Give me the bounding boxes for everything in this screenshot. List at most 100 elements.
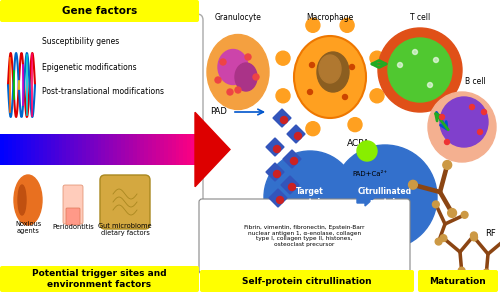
Bar xyxy=(90,134,94,165)
Bar xyxy=(24,134,28,165)
Circle shape xyxy=(440,114,444,119)
Bar xyxy=(16,134,20,165)
Ellipse shape xyxy=(276,51,290,65)
Circle shape xyxy=(482,110,486,114)
Bar xyxy=(98,134,102,165)
Text: Fibrin, vimentin, fibronectin, Epstein-Barr
nuclear antigen 1, α-enolase, collag: Fibrin, vimentin, fibronectin, Epstein-B… xyxy=(244,225,365,247)
Text: Gene factors: Gene factors xyxy=(62,6,137,16)
FancyBboxPatch shape xyxy=(0,157,203,273)
FancyArrow shape xyxy=(357,188,375,206)
Circle shape xyxy=(435,238,442,245)
Bar xyxy=(168,134,172,165)
Circle shape xyxy=(470,234,478,241)
Bar xyxy=(102,134,106,165)
Polygon shape xyxy=(281,176,299,194)
Ellipse shape xyxy=(370,51,384,65)
Ellipse shape xyxy=(319,55,341,83)
Bar xyxy=(164,134,168,165)
Text: Potential trigger sites and
environment factors: Potential trigger sites and environment … xyxy=(32,269,167,289)
FancyBboxPatch shape xyxy=(0,266,199,292)
Polygon shape xyxy=(283,150,301,168)
Ellipse shape xyxy=(14,175,42,225)
Bar xyxy=(152,134,156,165)
Circle shape xyxy=(357,141,377,161)
Circle shape xyxy=(350,65,354,69)
Circle shape xyxy=(432,201,440,208)
Circle shape xyxy=(276,197,283,204)
Ellipse shape xyxy=(428,92,496,162)
FancyBboxPatch shape xyxy=(0,0,199,22)
Bar xyxy=(109,134,114,165)
Text: PAD: PAD xyxy=(210,107,227,117)
Text: Macrophage: Macrophage xyxy=(306,13,354,22)
Bar xyxy=(160,134,164,165)
FancyBboxPatch shape xyxy=(66,208,80,225)
Circle shape xyxy=(308,90,312,95)
Circle shape xyxy=(310,62,314,67)
Circle shape xyxy=(388,38,452,102)
Bar xyxy=(132,134,137,165)
Ellipse shape xyxy=(295,37,365,117)
Text: ACPA: ACPA xyxy=(346,140,370,149)
Circle shape xyxy=(461,211,468,218)
Circle shape xyxy=(443,161,452,169)
Text: Noxious
agents: Noxious agents xyxy=(15,220,41,234)
Circle shape xyxy=(428,83,432,88)
Ellipse shape xyxy=(370,89,384,103)
Bar xyxy=(20,134,24,165)
Bar xyxy=(140,134,145,165)
Bar xyxy=(187,134,192,165)
Circle shape xyxy=(235,87,241,93)
Bar xyxy=(172,134,176,165)
Circle shape xyxy=(215,77,221,83)
FancyBboxPatch shape xyxy=(100,175,150,229)
Ellipse shape xyxy=(317,52,349,92)
Ellipse shape xyxy=(218,50,248,84)
Text: PAD+Ca²⁺: PAD+Ca²⁺ xyxy=(352,171,388,177)
Bar xyxy=(39,134,44,165)
Circle shape xyxy=(378,28,462,112)
Bar xyxy=(58,134,63,165)
Bar xyxy=(86,134,90,165)
Bar xyxy=(136,134,141,165)
Bar xyxy=(106,134,110,165)
Polygon shape xyxy=(266,138,284,156)
Circle shape xyxy=(253,74,259,80)
Circle shape xyxy=(290,157,298,164)
Text: Granulocyte: Granulocyte xyxy=(214,13,262,22)
Bar xyxy=(191,134,196,165)
Text: Gut microbiome
dietary factors: Gut microbiome dietary factors xyxy=(98,223,152,237)
Text: Post-translational modifications: Post-translational modifications xyxy=(42,88,164,96)
Bar xyxy=(121,134,126,165)
Ellipse shape xyxy=(207,34,269,110)
Polygon shape xyxy=(269,189,287,207)
Text: Self-protein citrullination: Self-protein citrullination xyxy=(242,277,372,286)
Circle shape xyxy=(458,267,465,274)
Bar xyxy=(31,134,36,165)
Ellipse shape xyxy=(306,122,320,136)
Polygon shape xyxy=(266,163,284,181)
Bar xyxy=(43,134,48,165)
Circle shape xyxy=(245,54,251,60)
Polygon shape xyxy=(273,109,291,127)
Text: RF: RF xyxy=(484,230,496,239)
Ellipse shape xyxy=(340,18,354,32)
Bar xyxy=(148,134,152,165)
Text: Susceptibility genes: Susceptibility genes xyxy=(42,37,119,46)
Bar xyxy=(128,134,133,165)
Ellipse shape xyxy=(440,97,488,147)
Circle shape xyxy=(288,183,296,190)
Bar xyxy=(35,134,40,165)
FancyBboxPatch shape xyxy=(199,199,410,273)
Text: Periodontitis: Periodontitis xyxy=(52,224,94,230)
Circle shape xyxy=(483,269,490,276)
Ellipse shape xyxy=(348,118,362,132)
Bar xyxy=(117,134,121,165)
Circle shape xyxy=(227,89,233,95)
Bar xyxy=(50,134,55,165)
Circle shape xyxy=(478,129,482,135)
Bar xyxy=(78,134,82,165)
Bar xyxy=(12,134,16,165)
Circle shape xyxy=(294,133,302,140)
Bar xyxy=(82,134,86,165)
